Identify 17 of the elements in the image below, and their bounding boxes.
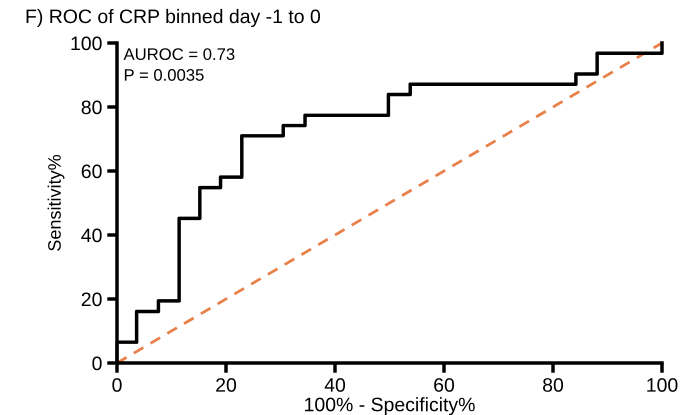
x-tick-label: 40 [324,378,346,392]
annotation: AUROC = 0.73 [124,48,234,60]
annotation: P = 0.0035 [124,69,204,81]
x-tick-label: 100 [647,378,678,392]
y-tick-label: 100 [71,36,102,50]
x-tick-label: 80 [543,378,564,392]
x-tick-label: 0 [112,378,122,392]
x-tick-label: 60 [434,378,454,392]
y-tick-label: 80 [82,100,102,114]
y-tick-label: 0 [92,356,102,370]
x-axis-title: 100% - Specificity% [305,397,475,415]
y-axis-title: Sensitivity% [48,154,64,251]
y-tick-label: 40 [81,228,102,242]
y-tick-label: 20 [82,292,102,306]
chart-title: F) ROC of CRP binned day -1 to 0 [26,8,320,28]
y-tick-label: 60 [82,164,102,178]
x-tick-label: 20 [216,378,236,392]
